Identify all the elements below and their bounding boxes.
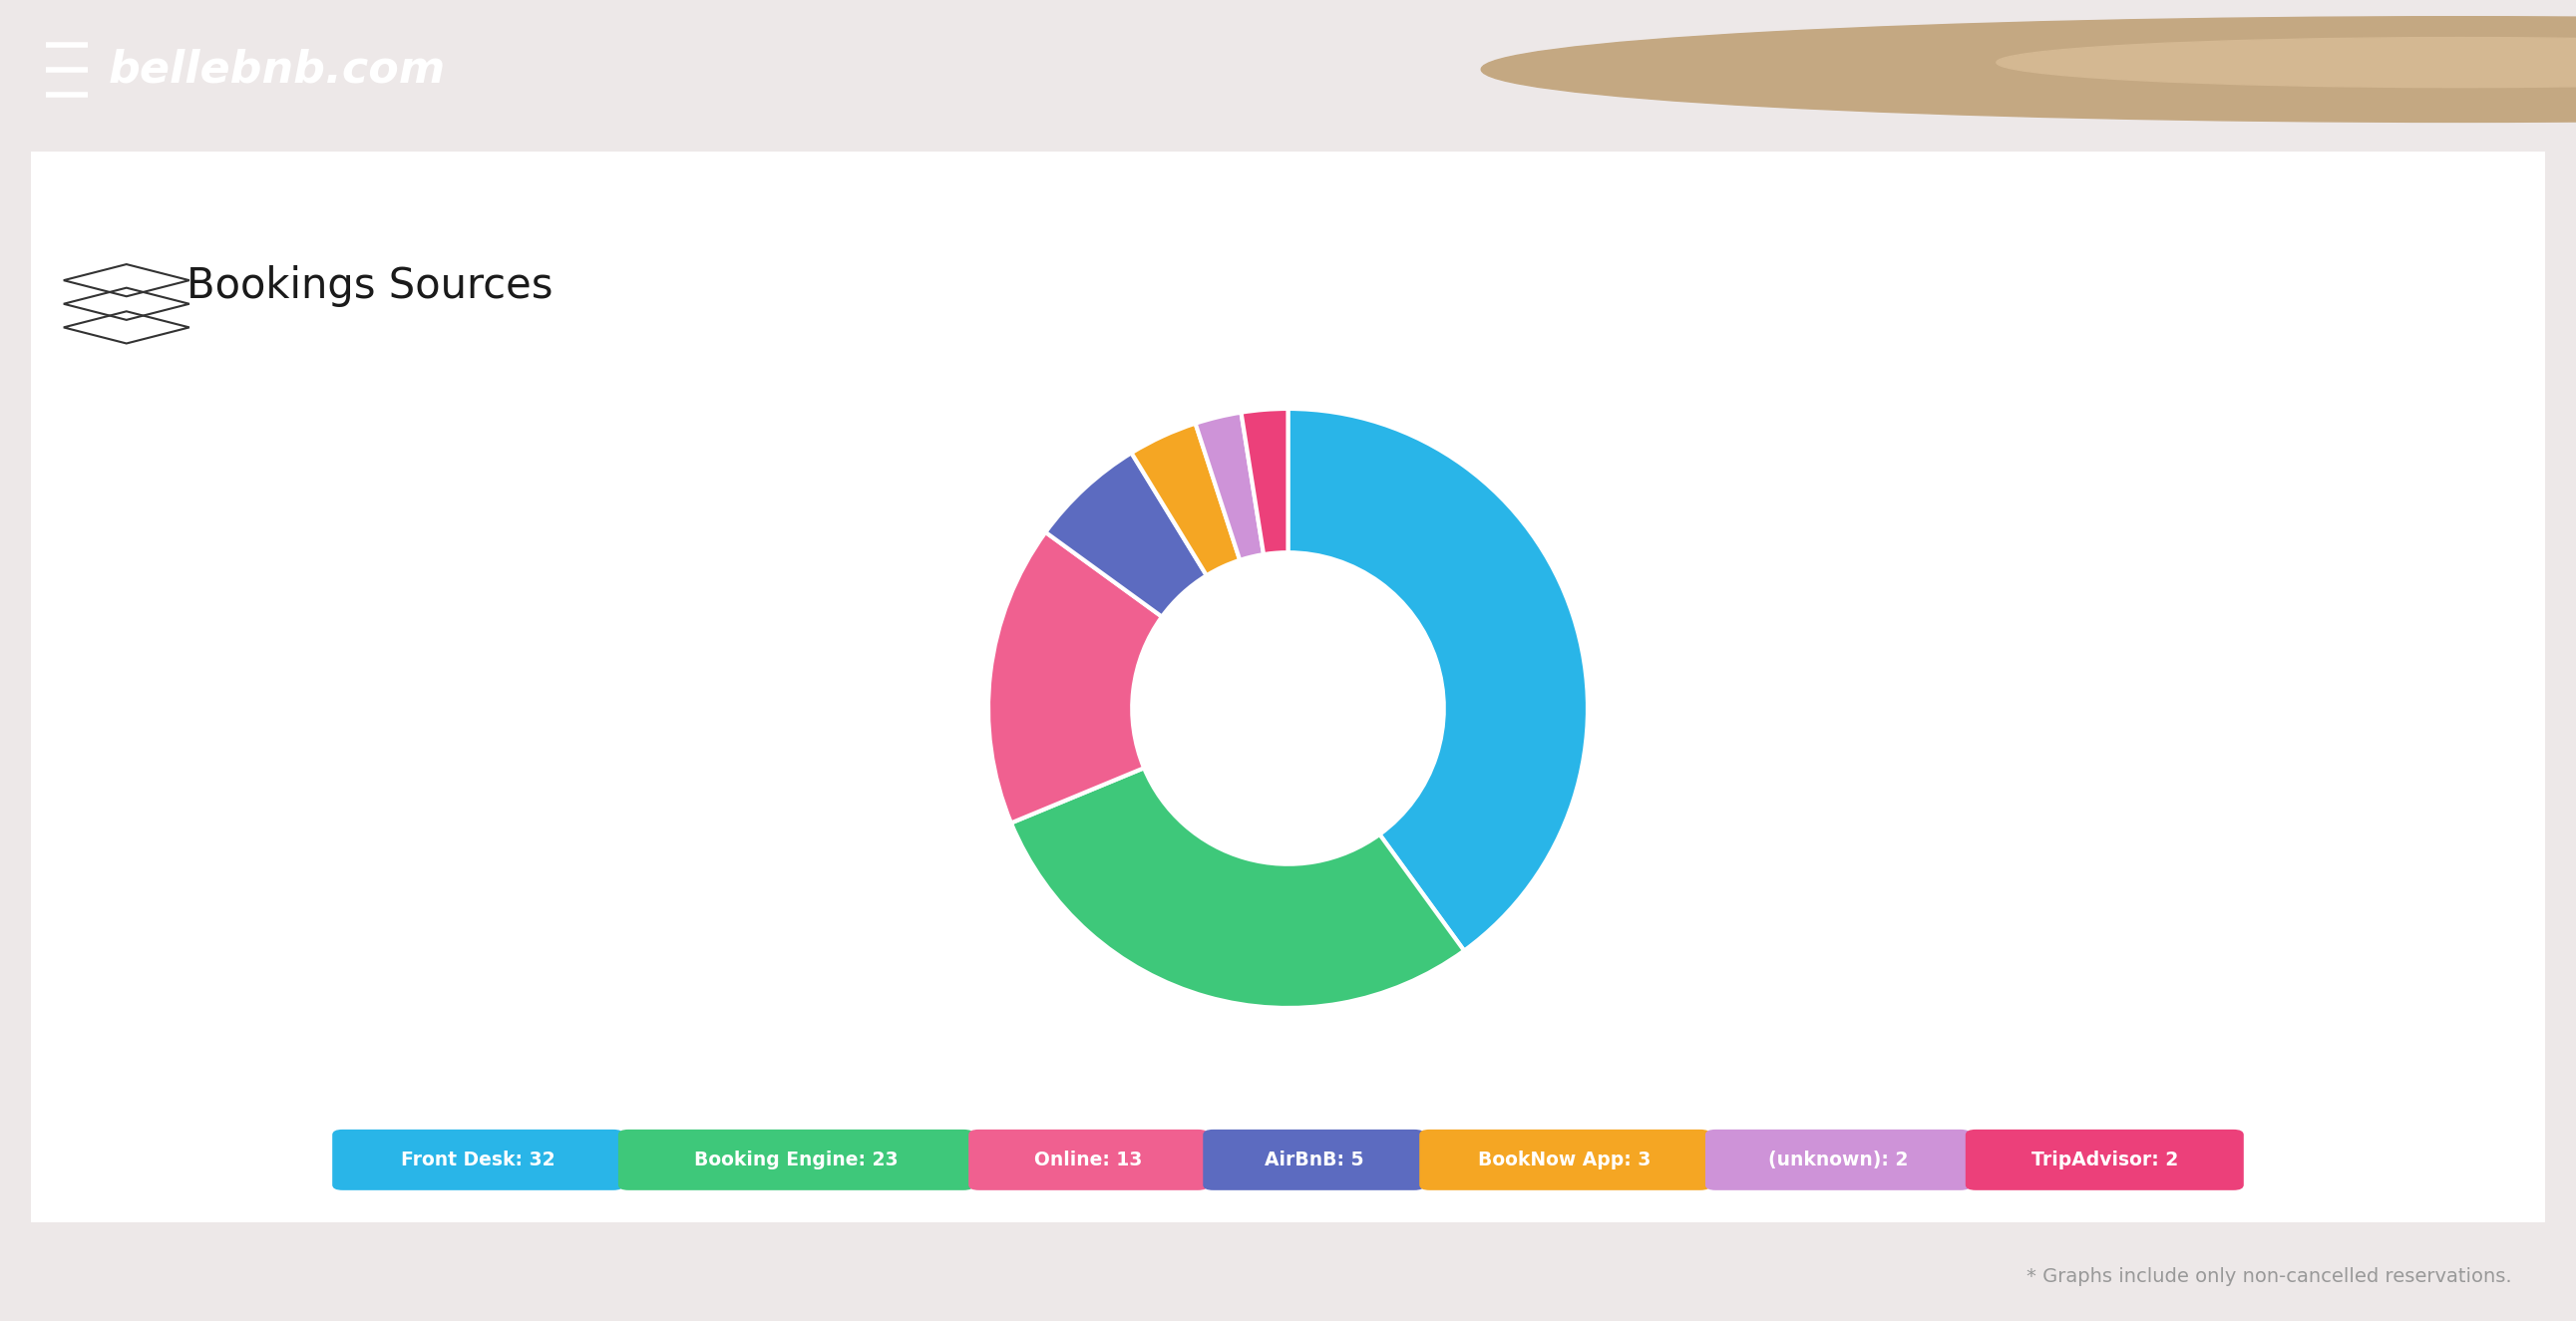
Wedge shape <box>1131 424 1239 576</box>
Text: (unknown): 2: (unknown): 2 <box>1767 1151 1909 1169</box>
Text: Booking Engine: 23: Booking Engine: 23 <box>693 1151 899 1169</box>
Text: Front Desk: 32: Front Desk: 32 <box>402 1151 554 1169</box>
Wedge shape <box>1288 408 1587 951</box>
Wedge shape <box>989 532 1162 823</box>
Text: AirBnB: 5: AirBnB: 5 <box>1265 1151 1363 1169</box>
FancyBboxPatch shape <box>1419 1129 1710 1190</box>
Text: Harry Krane: Harry Krane <box>2112 55 2295 83</box>
Text: Online: 13: Online: 13 <box>1036 1151 1141 1169</box>
Circle shape <box>1481 17 2576 122</box>
FancyBboxPatch shape <box>969 1129 1208 1190</box>
Text: Bookings Sources: Bookings Sources <box>188 264 554 306</box>
FancyBboxPatch shape <box>1965 1129 2244 1190</box>
FancyBboxPatch shape <box>13 144 2563 1230</box>
Text: BookNow App: 3: BookNow App: 3 <box>1479 1151 1651 1169</box>
Text: TripAdvisor: 2: TripAdvisor: 2 <box>2030 1151 2179 1169</box>
Wedge shape <box>1046 453 1206 617</box>
Text: ⚙: ⚙ <box>1790 55 1819 83</box>
Wedge shape <box>1012 768 1463 1008</box>
Text: bellebnb.com: bellebnb.com <box>108 48 446 91</box>
FancyBboxPatch shape <box>1705 1129 1971 1190</box>
FancyBboxPatch shape <box>618 1129 974 1190</box>
Wedge shape <box>1195 412 1265 560</box>
Wedge shape <box>1242 408 1288 555</box>
Circle shape <box>1996 37 2576 87</box>
FancyBboxPatch shape <box>332 1129 623 1190</box>
Text: * Graphs include only non-cancelled reservations.: * Graphs include only non-cancelled rese… <box>2027 1267 2512 1285</box>
Text: Day Shift: Day Shift <box>1842 55 1981 83</box>
FancyBboxPatch shape <box>1203 1129 1425 1190</box>
